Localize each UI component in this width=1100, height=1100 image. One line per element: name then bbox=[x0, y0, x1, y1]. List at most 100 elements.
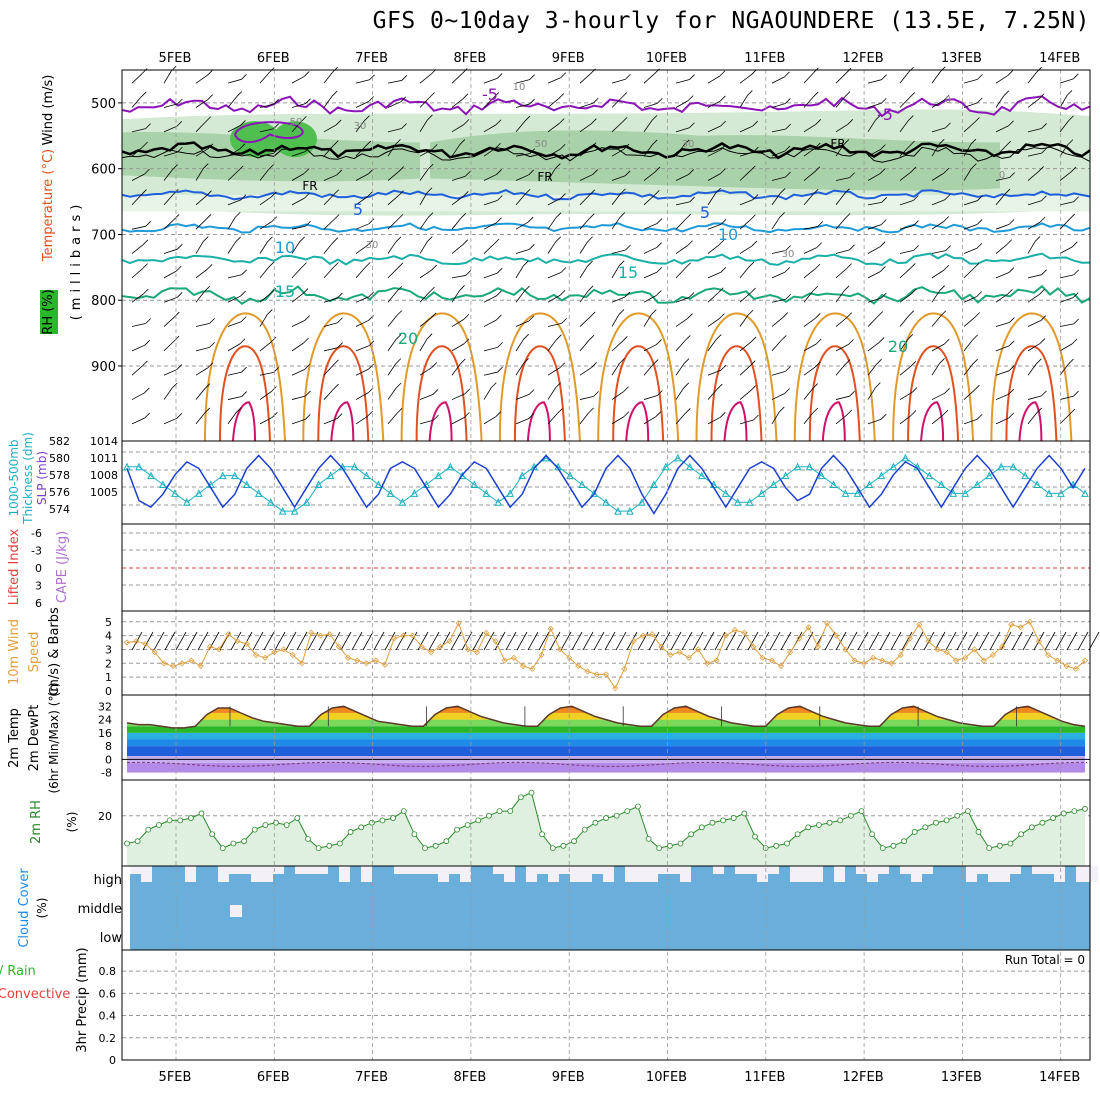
wind-barb bbox=[164, 418, 177, 424]
slp-tick-label: 1005 bbox=[90, 486, 118, 499]
contour-label: 30 bbox=[782, 249, 795, 260]
wind-barb bbox=[708, 417, 720, 424]
wind-barb bbox=[964, 79, 977, 83]
rh2m-marker bbox=[401, 809, 406, 814]
rh2m-panel: 202m RH (%) bbox=[29, 790, 1090, 866]
wind-barb bbox=[1028, 294, 1040, 302]
wind-tick-label: 1 bbox=[105, 671, 112, 684]
contour-25 bbox=[893, 313, 973, 441]
wind-barb bbox=[388, 388, 396, 399]
wind-tick-label: 5 bbox=[105, 616, 112, 629]
cloud-gap bbox=[735, 866, 746, 874]
pressure-tick-label: 900 bbox=[91, 360, 116, 375]
pressure-tick-label: 600 bbox=[91, 163, 116, 178]
wind-barb-flag bbox=[1070, 409, 1075, 414]
rh2m-marker bbox=[614, 813, 619, 818]
surface-wind-barb bbox=[682, 632, 692, 650]
wind-barb-flag bbox=[685, 408, 690, 413]
contour-30 bbox=[1006, 346, 1056, 441]
wind-barb-flag bbox=[333, 238, 338, 243]
temp-tick-label: 32 bbox=[98, 700, 112, 713]
rh2m-marker bbox=[710, 820, 715, 825]
ylabel-wind10: 10m Wind bbox=[7, 619, 22, 685]
rh2m-marker bbox=[540, 832, 545, 837]
wind-barb-flag bbox=[813, 286, 818, 291]
wind-barb-flag bbox=[914, 245, 919, 250]
ylabel-precip-total: Total / Rain bbox=[0, 964, 36, 979]
wind-barb-flag bbox=[685, 335, 690, 340]
wind-barb bbox=[676, 319, 687, 327]
wind-barb bbox=[516, 339, 524, 351]
temp-band bbox=[122, 763, 1090, 773]
wind-barb bbox=[132, 366, 142, 375]
ylabel-rh: RH (%) bbox=[41, 289, 56, 334]
wind-barb-flag bbox=[464, 314, 469, 319]
wind-barb bbox=[708, 293, 718, 302]
surface-wind-barb bbox=[374, 632, 384, 650]
wind-barb-flag bbox=[1009, 341, 1014, 346]
surface-wind-barb bbox=[143, 632, 153, 650]
contour-25 bbox=[205, 313, 285, 441]
wind-barb bbox=[612, 79, 625, 83]
wind-barb bbox=[580, 396, 594, 399]
surface-wind-barb bbox=[495, 632, 505, 650]
wind-barb bbox=[932, 316, 941, 327]
rh2m-marker bbox=[838, 818, 843, 823]
wind-barb-flag bbox=[177, 365, 182, 370]
rh2m-marker bbox=[955, 813, 960, 818]
precip-tick-label: 0.4 bbox=[99, 1010, 117, 1023]
contour-label: 5 bbox=[700, 203, 710, 222]
wind-barb-flag bbox=[174, 336, 179, 341]
rh2m-marker bbox=[795, 832, 800, 837]
wind-barb bbox=[836, 250, 850, 254]
wind-barb bbox=[964, 317, 975, 326]
rh2m-marker bbox=[657, 846, 662, 851]
wind-barb bbox=[836, 291, 844, 302]
wind-barb bbox=[1028, 396, 1042, 400]
wind-barb-flag bbox=[206, 214, 211, 219]
surface-wind-barb bbox=[869, 632, 879, 650]
surface-wind-barb bbox=[616, 632, 626, 650]
wind-barb-flag bbox=[622, 93, 627, 98]
wind-barb-flag bbox=[370, 75, 375, 80]
wind-barb bbox=[740, 75, 751, 83]
cloud-gap bbox=[1043, 866, 1054, 874]
wind-barb-flag bbox=[462, 69, 467, 74]
temp-band bbox=[122, 726, 1090, 733]
contour-30 bbox=[417, 346, 467, 441]
rh2m-marker bbox=[476, 818, 481, 823]
rh2m-marker bbox=[1008, 841, 1013, 846]
wind-barb bbox=[740, 391, 751, 400]
pressure-tick-label: 500 bbox=[91, 97, 116, 112]
wind-barb-flag bbox=[1040, 339, 1045, 344]
wind-barb bbox=[132, 393, 144, 400]
rh2m-marker bbox=[976, 829, 981, 834]
wind-barb-flag bbox=[560, 363, 565, 368]
rh2m-marker bbox=[806, 825, 811, 830]
wind-barb bbox=[804, 413, 813, 424]
wind-barb-flag bbox=[269, 262, 274, 267]
wind-barb-flag bbox=[497, 268, 502, 273]
contour-25 bbox=[991, 313, 1071, 441]
temp-tick-label: -8 bbox=[101, 767, 112, 780]
wind-barb-flag bbox=[751, 288, 756, 293]
wind-barb-flag bbox=[783, 313, 788, 318]
cloud-gap bbox=[713, 866, 724, 874]
wind-barb bbox=[548, 78, 561, 84]
rh-tick-label: 20 bbox=[98, 810, 112, 823]
ylabel-cloud-unit: (%) bbox=[35, 898, 49, 919]
cloud-gap bbox=[460, 866, 471, 882]
wind-barb bbox=[900, 268, 910, 277]
contour-label: 0 bbox=[999, 170, 1005, 181]
contour-35 bbox=[233, 402, 255, 441]
surface-wind-barb bbox=[803, 632, 813, 650]
wind-barb bbox=[196, 242, 203, 254]
rh2m-marker bbox=[199, 811, 204, 816]
wind-barb bbox=[452, 245, 463, 254]
wind-barb-flag bbox=[946, 246, 951, 251]
wind-barb bbox=[356, 346, 369, 351]
wind-barb bbox=[900, 316, 909, 327]
wind-barb-flag bbox=[1070, 214, 1075, 219]
wind-barb bbox=[740, 96, 747, 108]
rh2m-marker bbox=[156, 823, 161, 828]
